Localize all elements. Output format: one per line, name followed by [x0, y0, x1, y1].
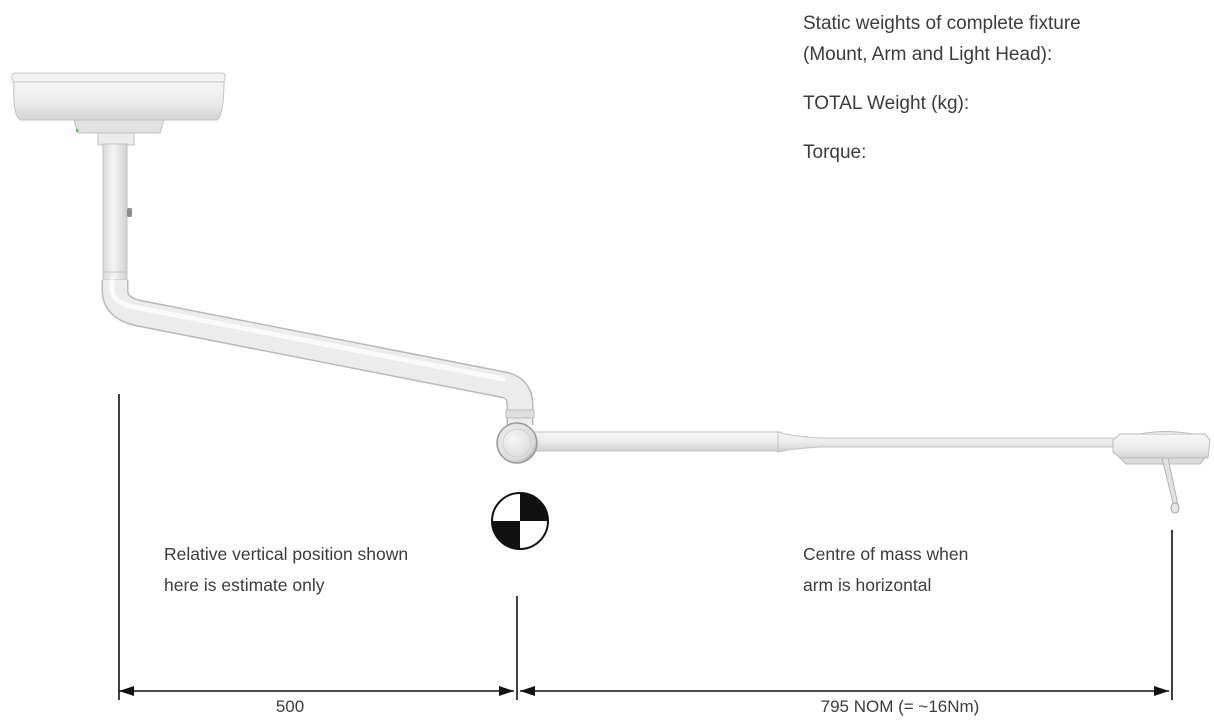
centre-of-mass-note-line-2: arm is horizontal	[803, 575, 932, 595]
vertical-position-note-line-2: here is estimate only	[164, 575, 325, 595]
vertical-position-note-line-1: Relative vertical position shown	[164, 544, 409, 564]
centre-of-mass-note-line-1: Centre of mass when	[803, 544, 969, 564]
dimension-label-795: 795 NOM (= ~16Nm)	[820, 697, 980, 716]
light-head	[1112, 431, 1211, 514]
pivot-joint	[496, 422, 538, 464]
centre-of-mass-icon	[491, 492, 549, 550]
horizontal-arm	[532, 431, 1119, 453]
torque-label: Torque:	[803, 142, 867, 163]
upper-arm	[101, 276, 535, 425]
drop-pole	[102, 143, 132, 281]
total-weight-label: TOTAL Weight (kg):	[803, 93, 970, 114]
spec-heading-line-1: Static weights of complete fixture	[803, 13, 1081, 34]
ceiling-mount	[11, 72, 226, 146]
arrowheads	[119, 686, 1169, 696]
spec-heading-line-2: (Mount, Arm and Light Head):	[803, 44, 1053, 65]
dimension-lines	[118, 394, 1173, 700]
dimension-label-500: 500	[275, 697, 305, 716]
